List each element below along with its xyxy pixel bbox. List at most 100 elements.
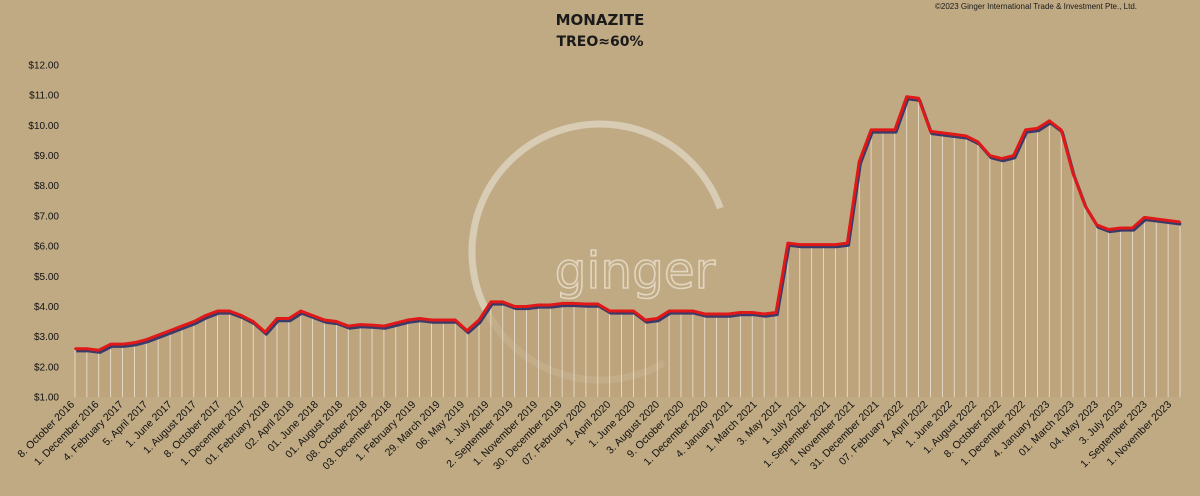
data-point	[893, 128, 896, 131]
data-point	[881, 128, 884, 131]
data-point	[1119, 226, 1122, 229]
data-point	[905, 95, 908, 98]
data-point	[74, 347, 76, 350]
data-point	[656, 317, 659, 320]
y-tick-label: $4.00	[34, 302, 59, 313]
data-point	[1095, 223, 1098, 226]
y-tick-label: $9.00	[34, 151, 59, 162]
data-point	[549, 303, 552, 306]
data-point	[109, 343, 112, 346]
data-point	[501, 300, 504, 303]
y-tick-label: $8.00	[34, 181, 59, 192]
y-tick-label: $2.00	[34, 362, 59, 373]
data-point	[858, 160, 861, 163]
y-tick-label: $3.00	[34, 332, 59, 343]
data-point	[525, 305, 528, 308]
data-point	[573, 302, 576, 305]
data-point	[1012, 154, 1015, 157]
data-point	[430, 319, 433, 322]
data-point	[584, 303, 587, 306]
data-point	[1179, 220, 1181, 223]
copyright-text: ©2023 Ginger International Trade & Inves…	[935, 2, 1137, 11]
data-point	[715, 313, 718, 315]
data-point	[1048, 119, 1051, 122]
data-point	[169, 329, 172, 332]
data-point	[644, 319, 647, 322]
chart-title: MONAZITE	[556, 11, 645, 29]
y-tick-label: $11.00	[29, 91, 59, 102]
data-point	[477, 319, 480, 322]
area-layer	[75, 96, 1180, 397]
data-point	[846, 242, 849, 245]
y-tick-label: $6.00	[34, 242, 59, 253]
data-point	[145, 338, 148, 341]
data-point	[299, 309, 302, 312]
data-point	[216, 309, 219, 312]
data-point	[763, 313, 766, 315]
data-point	[727, 313, 730, 315]
y-tick-label: $7.00	[34, 211, 59, 222]
data-point	[810, 243, 813, 246]
data-point	[121, 343, 124, 346]
data-point	[1143, 216, 1146, 219]
data-point	[1036, 127, 1039, 130]
data-point	[834, 243, 837, 246]
data-point	[489, 300, 492, 303]
data-point	[1107, 228, 1110, 231]
data-point	[691, 309, 694, 312]
data-point	[442, 319, 445, 322]
data-point	[917, 97, 920, 100]
y-tick-label: $12.00	[28, 61, 59, 72]
data-point	[466, 329, 469, 332]
data-point	[596, 303, 599, 306]
data-point	[977, 140, 980, 143]
data-point	[953, 133, 956, 136]
data-point	[1167, 219, 1170, 222]
data-point	[608, 309, 611, 312]
data-point	[561, 302, 564, 305]
chart-subtitle: TREO≈60%	[556, 34, 643, 50]
data-point	[287, 317, 290, 320]
data-point	[85, 347, 88, 350]
data-point	[775, 311, 778, 314]
data-point	[204, 314, 207, 317]
data-point	[371, 324, 374, 327]
data-point	[347, 325, 350, 328]
data-point	[394, 322, 397, 325]
y-axis: $1.00 $2.00 $3.00 $4.00 $5.00 $6.00 $7.00 $8.00…	[28, 61, 59, 404]
data-point	[870, 128, 873, 131]
data-point	[822, 243, 825, 246]
data-point	[965, 134, 968, 137]
data-point	[798, 243, 801, 246]
data-point	[1155, 217, 1158, 220]
data-point	[739, 311, 742, 314]
data-point	[537, 303, 540, 306]
data-point	[703, 313, 706, 315]
data-point	[1072, 172, 1075, 175]
data-point	[311, 314, 314, 317]
data-point	[323, 319, 326, 322]
y-tick-label: $1.00	[34, 393, 59, 404]
data-point	[632, 309, 635, 312]
data-point	[941, 131, 944, 134]
y-tick-label: $5.00	[34, 272, 59, 283]
data-point	[1131, 226, 1134, 229]
data-point	[97, 349, 100, 352]
data-point	[359, 323, 362, 326]
data-point	[275, 317, 278, 320]
watermark-text: ginger	[555, 242, 716, 300]
data-point	[192, 320, 195, 323]
data-point	[406, 319, 409, 322]
data-point	[335, 320, 338, 323]
data-point	[668, 309, 671, 312]
drop-lines	[74, 96, 1181, 397]
data-point	[679, 309, 682, 312]
data-point	[454, 319, 457, 322]
series-line	[75, 95, 1181, 352]
data-point	[157, 334, 160, 337]
data-point	[513, 305, 516, 308]
data-point	[786, 242, 789, 245]
